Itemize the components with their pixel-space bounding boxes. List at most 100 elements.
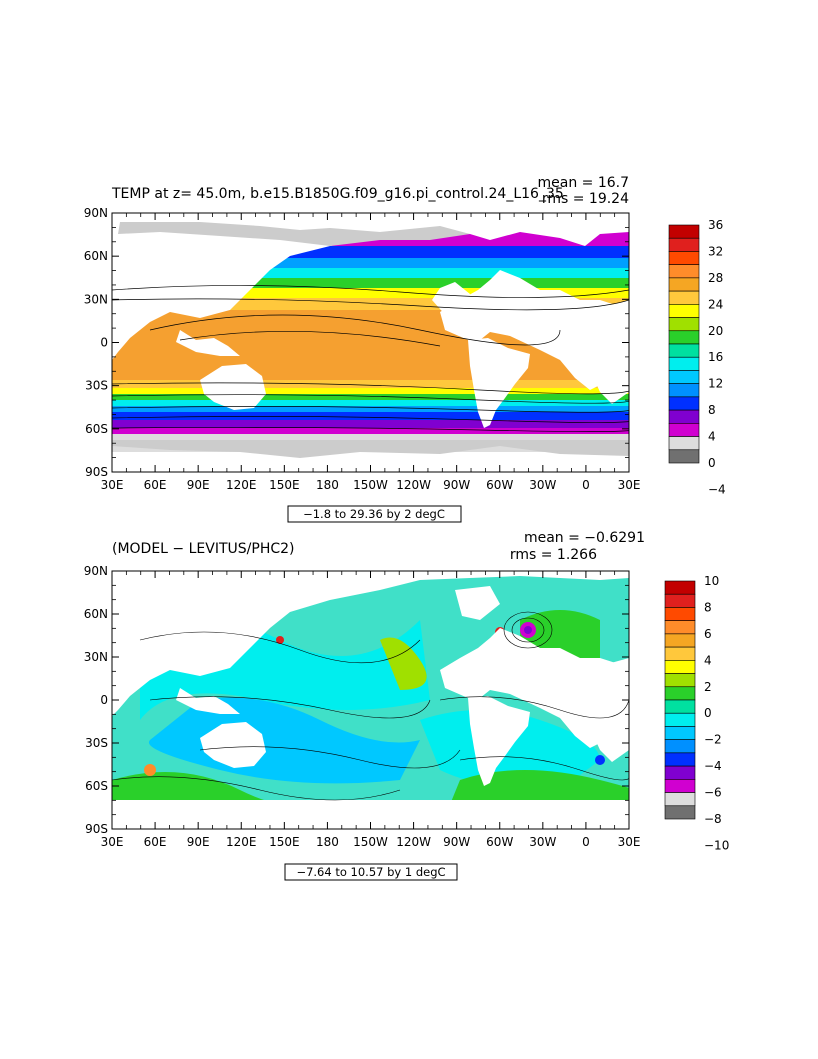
top-map xyxy=(112,213,629,472)
y-tick-label: 60S xyxy=(85,422,108,436)
x-tick-label: 90W xyxy=(443,478,470,492)
colorbar-swatch xyxy=(664,699,696,714)
x-tick-label: 120E xyxy=(226,835,257,849)
y-tick-label: 60N xyxy=(84,249,108,263)
top-panel: TEMP at z= 45.0m, b.e15.B1850G.f09_g16.p… xyxy=(84,175,726,523)
x-tick-label: 120E xyxy=(226,478,257,492)
colorbar-swatch xyxy=(668,237,700,252)
top-mean: mean = 16.7 xyxy=(537,175,629,191)
colorbar-swatch xyxy=(664,726,696,740)
bottom-title: (MODEL − LEVITUS/PHC2) xyxy=(112,541,295,557)
top-rms: rms = 19.24 xyxy=(542,191,629,207)
bottom-mean: mean = −0.6291 xyxy=(524,530,645,546)
bottom-range-label: −7.64 to 10.57 by 1 degC xyxy=(296,865,445,879)
colorbar-swatch xyxy=(664,646,696,661)
colorbar-swatch xyxy=(664,593,696,608)
colorbar-label: −6 xyxy=(704,786,722,800)
colorbar-label: 2 xyxy=(704,680,712,694)
x-tick-label: 60W xyxy=(486,478,513,492)
x-tick-label: 150E xyxy=(269,478,300,492)
colorbar-swatch xyxy=(664,607,696,621)
colorbar-swatch xyxy=(668,251,700,265)
colorbar-label: −10 xyxy=(704,838,729,852)
x-tick-label: 90E xyxy=(187,478,210,492)
colorbar-swatch xyxy=(664,752,696,767)
bottom-panel: (MODEL − LEVITUS/PHC2) mean = −0.6291 rm… xyxy=(84,530,729,881)
y-tick-label: 30S xyxy=(85,379,108,393)
y-tick-label: 90S xyxy=(85,822,108,836)
colorbar-label: 12 xyxy=(708,377,723,391)
x-tick-label: 30W xyxy=(529,835,556,849)
colorbar-label: 28 xyxy=(708,271,723,285)
colorbar-swatch xyxy=(668,370,700,384)
colorbar-swatch xyxy=(668,449,700,464)
bottom-axes: 30E 60E 90E 120E 150E 180 150W 120W 90W 60W 30W 0 30… xyxy=(84,564,641,849)
bottom-range-box xyxy=(284,863,458,881)
x-tick-label: 30E xyxy=(101,478,124,492)
colorbar-swatch xyxy=(664,805,696,820)
bottom-map xyxy=(112,571,629,829)
colorbar-swatch xyxy=(668,264,700,279)
colorbar-swatch xyxy=(664,660,696,674)
colorbar-label: 36 xyxy=(708,218,723,232)
y-tick-label: 30N xyxy=(84,292,108,306)
colorbar-label: −2 xyxy=(704,733,722,747)
colorbar-label: 0 xyxy=(704,706,712,720)
colorbar-label: 24 xyxy=(708,297,723,311)
colorbar-swatch xyxy=(668,343,700,358)
colorbar-swatch xyxy=(664,673,696,688)
colorbar-swatch xyxy=(664,686,696,701)
x-tick-label: 150W xyxy=(353,835,388,849)
colorbar-label: 8 xyxy=(708,403,716,417)
top-colorbar: 36 32 28 24 20 16 12 8 4 0 −4 xyxy=(668,218,726,496)
y-tick-label: 60S xyxy=(85,779,108,793)
top-title: TEMP at z= 45.0m, b.e15.B1850G.f09_g16.p… xyxy=(111,186,564,202)
colorbar-swatch xyxy=(668,396,700,411)
colorbar-label: 20 xyxy=(708,324,723,338)
y-tick-label: 30S xyxy=(85,736,108,750)
x-tick-label: 180 xyxy=(316,478,339,492)
x-tick-label: 60E xyxy=(144,835,167,849)
top-range-box xyxy=(287,505,462,523)
colorbar-label: 0 xyxy=(708,456,716,470)
x-tick-label: 60W xyxy=(486,835,513,849)
colorbar-swatch xyxy=(668,383,700,398)
colorbar-swatch xyxy=(664,620,696,635)
colorbar-swatch xyxy=(668,304,700,318)
top-range-label: −1.8 to 29.36 by 2 degC xyxy=(303,507,445,521)
y-tick-label: 30N xyxy=(84,650,108,664)
y-tick-label: 90N xyxy=(84,206,108,220)
colorbar-label: 6 xyxy=(704,627,712,641)
x-tick-label: 90E xyxy=(187,835,210,849)
colorbar-label: 4 xyxy=(708,430,716,444)
colorbar-label: 4 xyxy=(704,653,712,667)
colorbar-label: −4 xyxy=(704,759,722,773)
x-tick-label: 180 xyxy=(316,835,339,849)
colorbar-swatch xyxy=(668,356,700,371)
colorbar-swatch xyxy=(664,779,696,793)
colorbar-swatch xyxy=(668,330,700,345)
colorbar-swatch xyxy=(664,765,696,780)
x-tick-label: 150E xyxy=(269,835,300,849)
colorbar-swatch xyxy=(664,739,696,754)
x-tick-label: 30W xyxy=(529,478,556,492)
x-tick-label: 90W xyxy=(443,835,470,849)
top-axes: 30E 60E 90E 120E 150E 180 150W 120W 90W 60W 30W 0 30… xyxy=(84,206,641,492)
colorbar-swatch xyxy=(664,792,696,807)
colorbar-label: 32 xyxy=(708,244,723,258)
colorbar-swatch xyxy=(668,317,700,332)
colorbar-swatch xyxy=(668,224,700,239)
x-tick-label: 120W xyxy=(396,478,431,492)
colorbar-swatch xyxy=(668,277,700,292)
x-tick-label: 30E xyxy=(101,835,124,849)
y-tick-label: 90N xyxy=(84,564,108,578)
colorbar-swatch xyxy=(664,712,696,727)
y-tick-label: 60N xyxy=(84,607,108,621)
y-tick-label: 0 xyxy=(100,693,108,707)
bottom-rms: rms = 1.266 xyxy=(510,547,597,563)
colorbar-swatch xyxy=(668,436,700,451)
x-tick-label: 150W xyxy=(353,478,388,492)
colorbar-swatch xyxy=(664,633,696,648)
colorbar-label: 16 xyxy=(708,350,723,364)
